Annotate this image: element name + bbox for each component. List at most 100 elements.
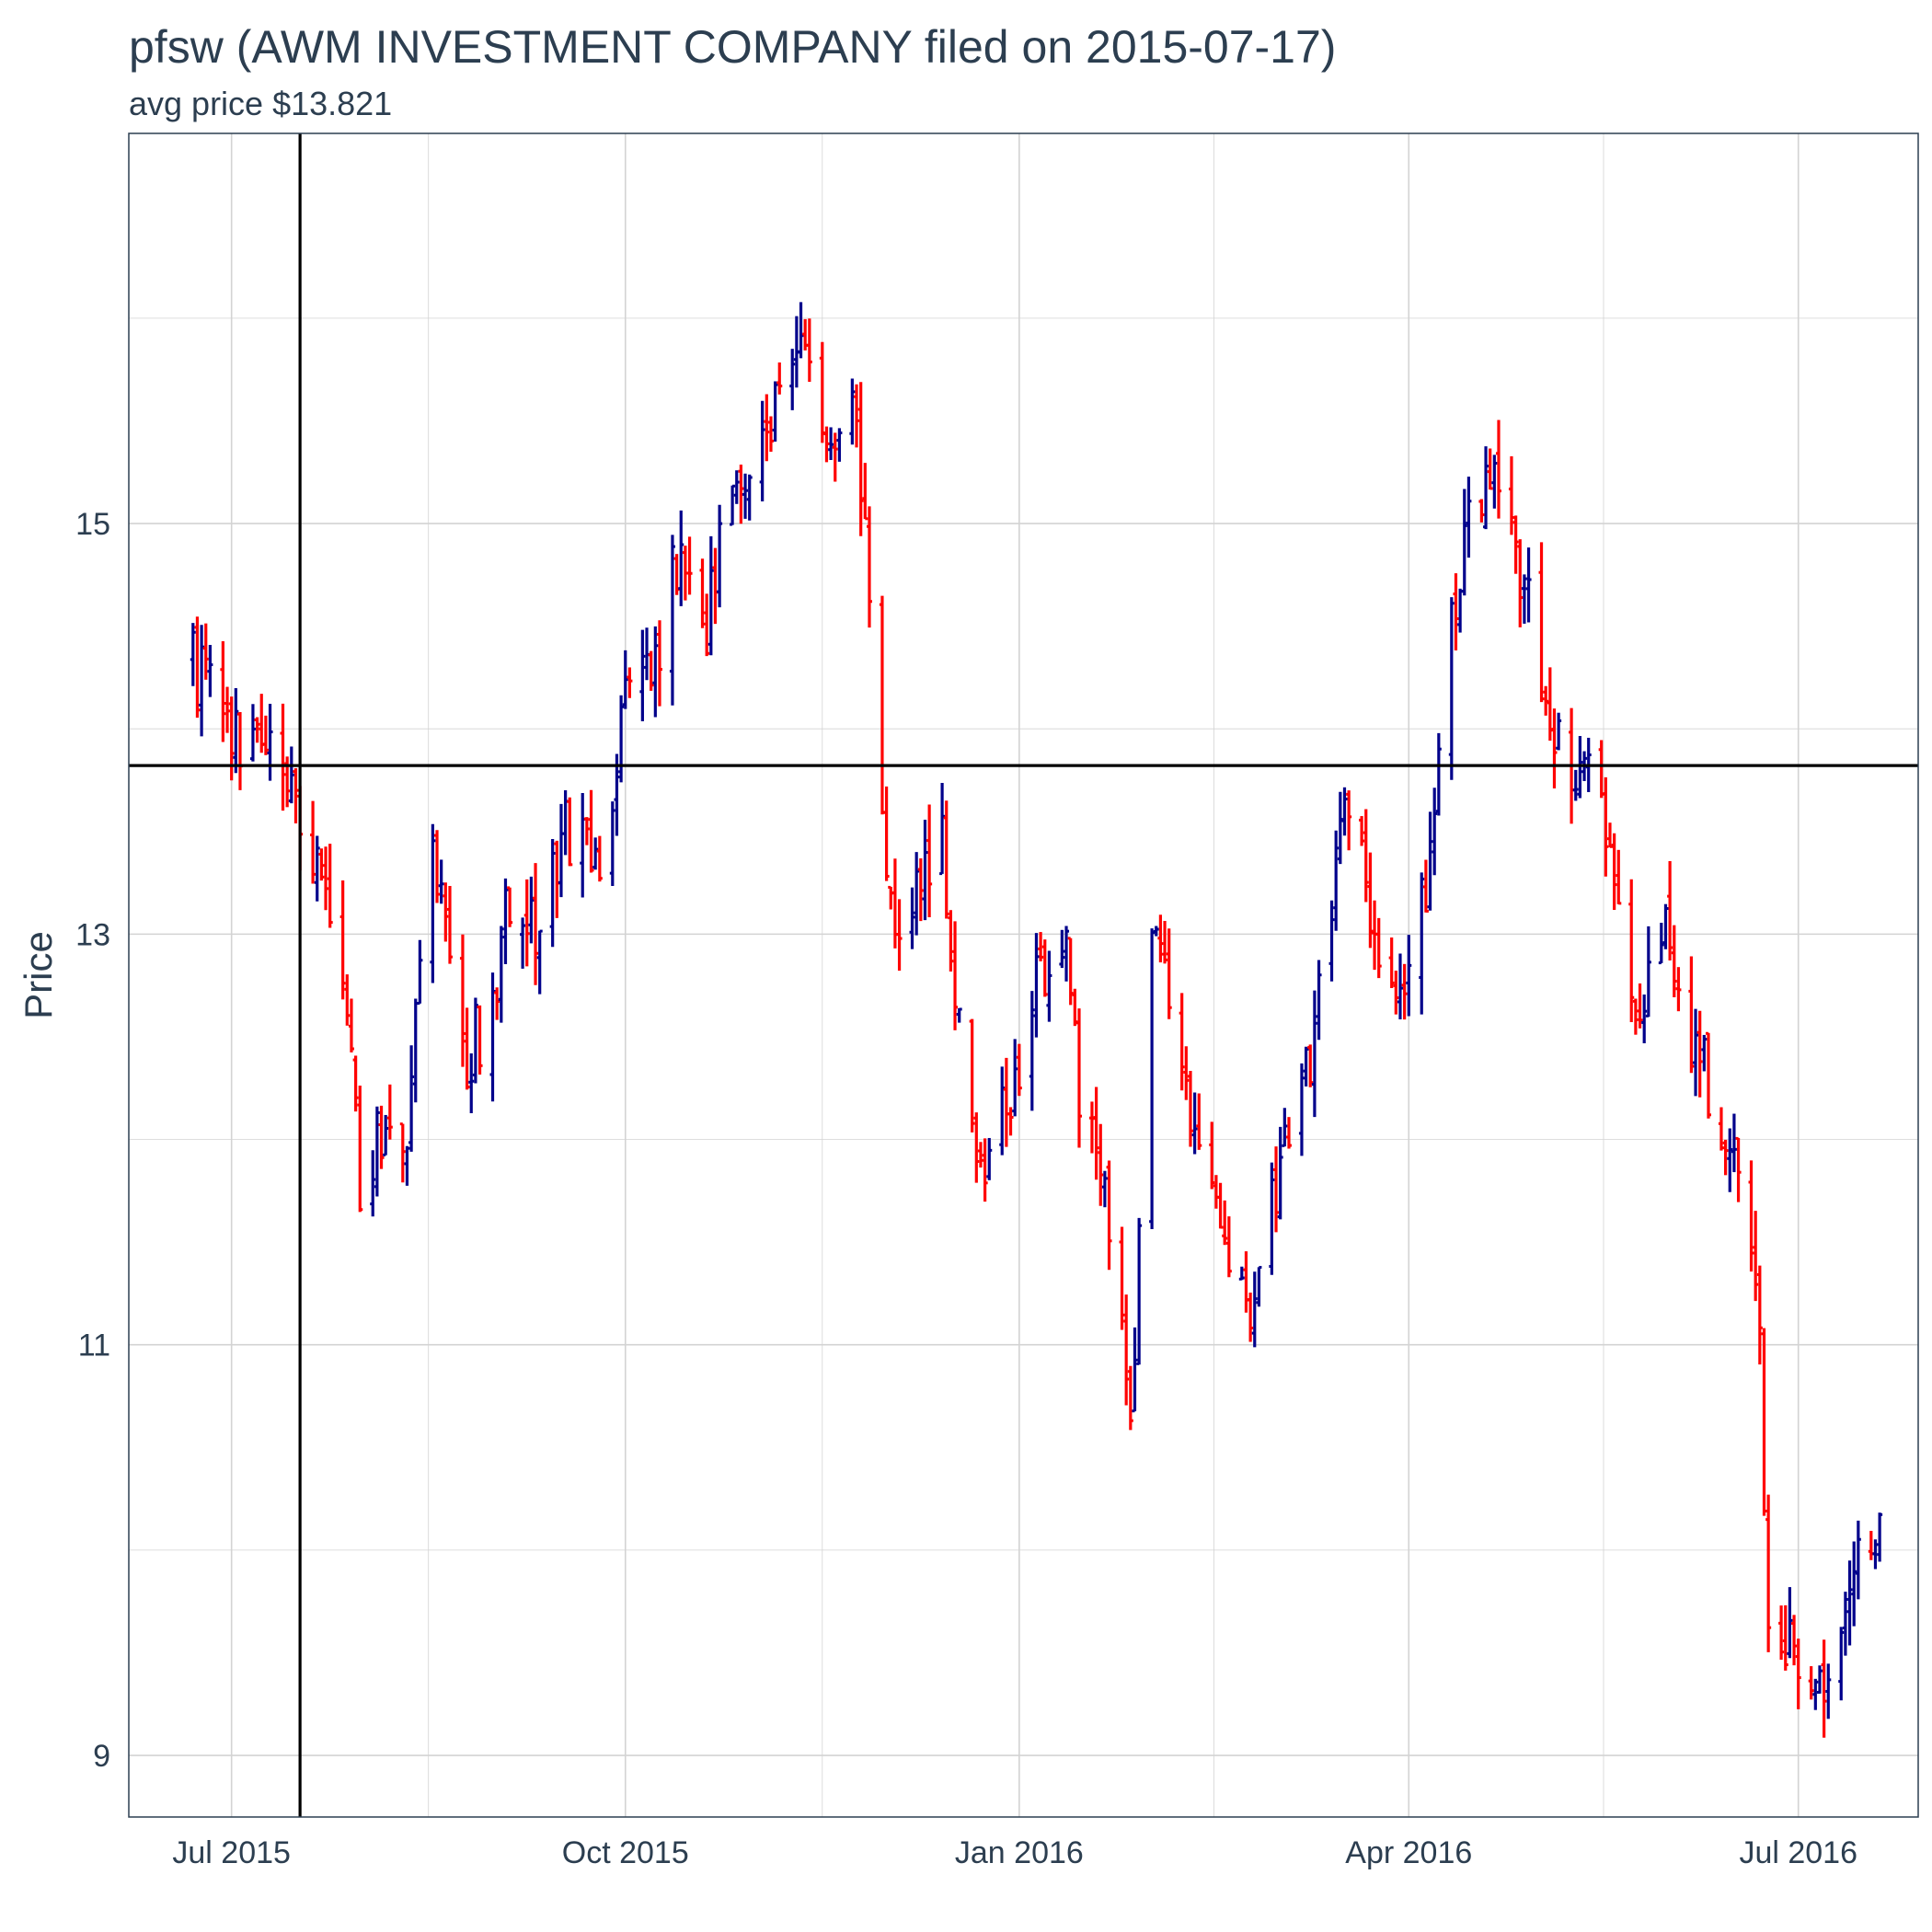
ohlc-bar-up [1851, 1541, 1857, 1627]
ohlc-bar-up [1406, 935, 1412, 1017]
ohlc-bar-down [1606, 822, 1613, 848]
ohlc-bar-down [1671, 925, 1677, 997]
ohlc-bar-down [982, 1138, 988, 1202]
ohlc-bar-up [733, 470, 740, 504]
ohlc-bar-up [412, 998, 419, 1103]
ohlc-bar-up [1012, 1039, 1018, 1117]
ohlc-bar-up [1277, 1126, 1283, 1220]
ohlc-bar-down [310, 800, 316, 884]
ohlc-bar-down [1127, 1365, 1133, 1431]
ohlc-bar-down [854, 384, 860, 448]
ohlc-bar-down [969, 1018, 975, 1133]
ohlc-bar-down [896, 899, 903, 972]
ohlc-bar-down [862, 463, 868, 521]
ohlc-bar-up [267, 703, 273, 781]
ohlc-bar-down [533, 863, 539, 985]
ohlc-bar-up [1191, 1092, 1198, 1155]
chart-subtitle: avg price $13.821 [129, 85, 393, 122]
ohlc-bar-down [1359, 816, 1365, 846]
ohlc-bar-down [1611, 833, 1617, 911]
x-tick-label: Apr 2016 [1345, 1835, 1472, 1870]
ohlc-bar-up [1341, 787, 1348, 836]
ohlc-bar-down [1093, 1087, 1099, 1180]
ohlc-bar-up [1577, 736, 1583, 799]
ohlc-bar-down [879, 595, 885, 815]
ohlc-bar-up [622, 650, 628, 709]
ohlc-bar-down [712, 547, 719, 625]
ohlc-bar-up [430, 823, 436, 983]
ohlc-bar-up [1816, 1665, 1823, 1694]
ohlc-bar-down [1735, 1136, 1742, 1202]
ohlc-bar-up [1432, 788, 1438, 876]
ohlc-bar-up [1132, 1327, 1138, 1413]
ohlc-bar-up [1812, 1678, 1819, 1710]
ohlc-bar-up [759, 400, 765, 501]
ohlc-bar-down [1667, 861, 1673, 960]
ohlc-bar-down [1512, 515, 1519, 574]
ohlc-bar-down [764, 394, 770, 462]
ohlc-bar-up [1337, 791, 1343, 865]
ohlc-bar-down [1495, 420, 1501, 519]
ohlc-bar-up [1153, 926, 1159, 937]
ohlc-bar-up [1525, 547, 1532, 623]
ohlc-bar-up [528, 876, 535, 944]
ohlc-bar-up [1333, 830, 1340, 931]
ohlc-bar-up [1641, 994, 1648, 1044]
ohlc-bar-down [1041, 939, 1048, 997]
ohlc-bar-down [883, 786, 890, 881]
ohlc-bar-down [1179, 993, 1185, 1091]
ohlc-bar-down [588, 789, 594, 873]
ohlc-bar-up [520, 917, 526, 969]
ohlc-bar-up [408, 1045, 415, 1152]
ohlc-bar-up [1316, 960, 1322, 1041]
ohlc-bar-up [404, 1145, 410, 1186]
ohlc-bar-up [1483, 446, 1489, 530]
ohlc-bar-down [443, 882, 449, 942]
ohlc-bar-down [1453, 573, 1459, 650]
ohlc-bar-up [1787, 1587, 1793, 1659]
ohlc-bar-down [1628, 879, 1635, 1022]
y-tick-label: 15 [75, 507, 110, 542]
ohlc-bar-up [652, 626, 659, 718]
ohlc-bar-down [1688, 956, 1695, 1074]
ohlc-bar-down [1123, 1294, 1130, 1406]
ohlc-bar-up [438, 859, 444, 904]
ohlc-bar-up [939, 783, 946, 876]
ohlc-bar-down [1375, 917, 1382, 979]
ohlc-bar-up [986, 1137, 993, 1180]
ohlc-bar-up [1311, 990, 1317, 1118]
ohlc-bar-up [288, 746, 294, 804]
ohlc-bar-down [1696, 1010, 1703, 1098]
ohlc-bar-up [1448, 597, 1455, 780]
ohlc-bar-down [1162, 920, 1168, 964]
ohlc-bar-down [1782, 1604, 1788, 1671]
ohlc-bar-down [1756, 1265, 1763, 1365]
ohlc-bar-up [609, 801, 615, 887]
y-axis-title: Price [17, 931, 60, 1019]
ohlc-bar-down [1632, 998, 1639, 1035]
ohlc-bar-up [1556, 712, 1562, 751]
ohlc-bar-up [1256, 1266, 1262, 1307]
ohlc-bar-up [836, 428, 843, 462]
ohlc-bar-up [417, 939, 423, 1005]
ohlc-bar-down [318, 848, 325, 881]
ohlc-bar-down [973, 1112, 980, 1183]
ohlc-bar-down [1222, 1200, 1228, 1246]
ohlc-bar-up [798, 302, 804, 359]
ohlc-bar-down [656, 620, 662, 707]
ohlc-bar-up [956, 1007, 962, 1023]
ohlc-bar-up [233, 687, 239, 774]
ohlc-bar-up [1701, 1034, 1708, 1072]
ohlc-bar-down [459, 934, 466, 1067]
ohlc-bar-down [1196, 1093, 1202, 1150]
ohlc-bar-up [1101, 1170, 1108, 1208]
ohlc-bar-up [618, 695, 625, 783]
ohlc-bar-down [806, 318, 812, 382]
ohlc-bar-up [1029, 991, 1035, 1111]
ohlc-bar-down [1273, 1146, 1280, 1233]
ohlc-bar-up [374, 1106, 380, 1197]
ohlc-bar-down [1487, 448, 1493, 490]
ohlc-bar-up [614, 753, 620, 836]
ohlc-bar-down [386, 1084, 393, 1140]
